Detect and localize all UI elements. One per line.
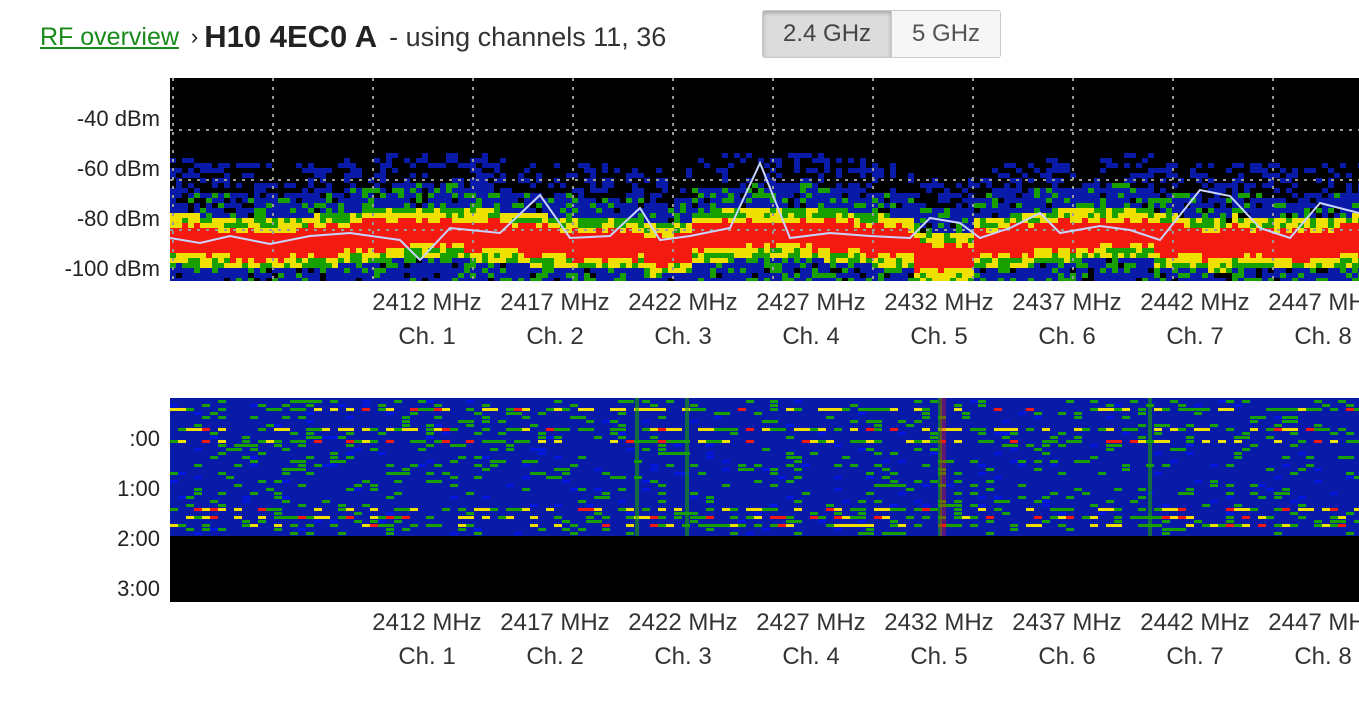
spectrum-y-tick: -100 dBm [64, 256, 160, 281]
waterfall-x-tick: 2442 MHz Ch. 7 [1135, 606, 1255, 674]
channel-label: Ch. 3 [654, 323, 712, 350]
freq-label: 2427 MHz [756, 289, 866, 316]
channel-label: Ch. 2 [526, 643, 584, 670]
spectrum-y-tick: -40 dBm [76, 106, 160, 131]
waterfall-x-tick: 2422 MHz Ch. 3 [623, 606, 743, 674]
waterfall-x-tick: 2427 MHz Ch. 4 [751, 606, 871, 674]
spectrum-x-axis: 2412 MHz Ch. 1 2417 MHz Ch. 2 2422 MHz Ch. … [0, 286, 1359, 356]
channel-label: Ch. 8 [1294, 323, 1352, 350]
channel-label: Ch. 6 [1038, 323, 1096, 350]
channels-subtitle: - using channels 11, 36 [389, 21, 667, 52]
spectrum-x-tick: 2412 MHz Ch. 1 [367, 286, 487, 354]
freq-label: 2447 MHz [1268, 609, 1359, 636]
freq-label: 2432 MHz [884, 289, 994, 316]
rf-overview-link[interactable]: RF overview [40, 22, 179, 51]
page-header: RF overview › H10 4EC0 A - using channel… [40, 12, 666, 62]
freq-label: 2427 MHz [756, 609, 866, 636]
channel-label: Ch. 1 [398, 643, 456, 670]
channel-label: Ch. 4 [782, 643, 840, 670]
waterfall-x-tick: 2417 MHz Ch. 2 [495, 606, 615, 674]
freq-label: 2417 MHz [500, 609, 610, 636]
waterfall-x-tick: 2447 MHz Ch. 8 [1263, 606, 1359, 674]
channel-label: Ch. 4 [782, 323, 840, 350]
spectrum-y-tick: -60 dBm [76, 156, 160, 181]
channel-label: Ch. 5 [910, 323, 968, 350]
spectrum-x-tick: 2427 MHz Ch. 4 [751, 286, 871, 354]
spectrum-x-tick: 2432 MHz Ch. 5 [879, 286, 999, 354]
waterfall-x-axis: 2412 MHz Ch. 1 2417 MHz Ch. 2 2422 MHz Ch. … [0, 606, 1359, 676]
freq-label: 2412 MHz [372, 289, 482, 316]
freq-label: 2442 MHz [1140, 609, 1250, 636]
breadcrumb-separator: › [190, 24, 199, 49]
waterfall-x-tick: 2412 MHz Ch. 1 [367, 606, 487, 674]
channel-label: Ch. 1 [398, 323, 456, 350]
freq-label: 2432 MHz [884, 609, 994, 636]
freq-label: 2437 MHz [1012, 609, 1122, 636]
channel-label: Ch. 7 [1166, 643, 1224, 670]
spectrum-x-tick: 2442 MHz Ch. 7 [1135, 286, 1255, 354]
freq-label: 2422 MHz [628, 609, 738, 636]
spectrum-x-tick: 2437 MHz Ch. 6 [1007, 286, 1127, 354]
freq-label: 2437 MHz [1012, 289, 1122, 316]
waterfall-y-tick: 1:00 [117, 476, 160, 501]
waterfall-graphic [170, 398, 1359, 536]
channel-label: Ch. 3 [654, 643, 712, 670]
waterfall-plot[interactable] [170, 398, 1359, 602]
waterfall-x-tick: 2432 MHz Ch. 5 [879, 606, 999, 674]
waterfall-x-tick: 2437 MHz Ch. 6 [1007, 606, 1127, 674]
freq-label: 2442 MHz [1140, 289, 1250, 316]
spectrum-x-tick: 2447 MHz Ch. 8 [1263, 286, 1359, 354]
channel-label: Ch. 2 [526, 323, 584, 350]
spectrum-y-tick: -80 dBm [76, 206, 160, 231]
band-5ghz-button[interactable]: 5 GHz [891, 11, 1001, 57]
waterfall-y-tick: 3:00 [117, 576, 160, 601]
freq-label: 2447 MHz [1268, 289, 1359, 316]
access-point-name: H10 4EC0 A [204, 19, 378, 54]
spectrum-x-tick: 2422 MHz Ch. 3 [623, 286, 743, 354]
channel-label: Ch. 5 [910, 643, 968, 670]
spectrum-plot[interactable] [170, 78, 1359, 281]
spectrum-density-graphic [170, 78, 1359, 281]
channel-label: Ch. 7 [1166, 323, 1224, 350]
freq-label: 2422 MHz [628, 289, 738, 316]
waterfall-y-tick: 2:00 [117, 526, 160, 551]
freq-label: 2412 MHz [372, 609, 482, 636]
channel-label: Ch. 8 [1294, 643, 1352, 670]
channel-label: Ch. 6 [1038, 643, 1096, 670]
band-toggle: 2.4 GHz 5 GHz [762, 10, 1002, 58]
waterfall-y-tick: :00 [129, 426, 160, 451]
band-2-4ghz-button[interactable]: 2.4 GHz [763, 11, 892, 57]
spectrum-x-tick: 2417 MHz Ch. 2 [495, 286, 615, 354]
freq-label: 2417 MHz [500, 289, 610, 316]
